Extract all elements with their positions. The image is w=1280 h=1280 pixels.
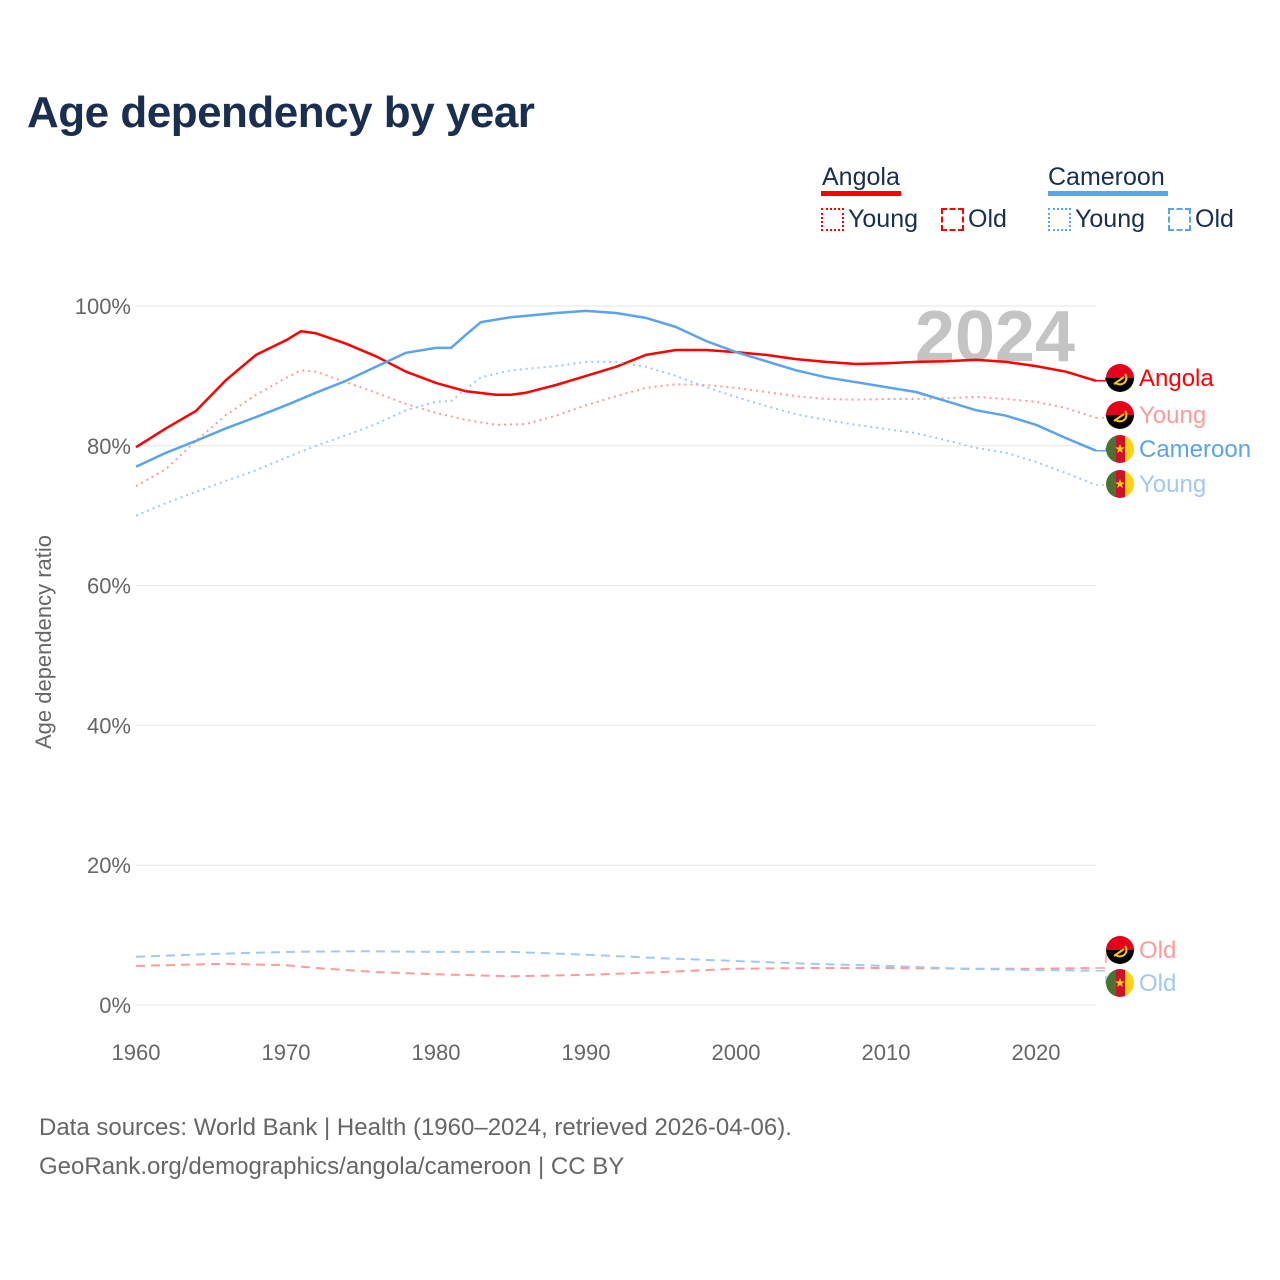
legend-label: Young [1075,205,1145,233]
series-line-cameroon[interactable] [135,309,1097,468]
legend-item-angola-young[interactable]: Young [821,205,918,234]
year-watermark: 2024 [915,297,1075,377]
series-line-cameroon-young[interactable] [135,360,1097,517]
series-line-cameroon-old[interactable] [135,950,1097,972]
end-label: Young [1139,402,1206,429]
source-note: Data sources: World Bank | Health (1960–… [39,1114,792,1141]
x-tick-label: 2010 [862,1040,911,1065]
legend-line-cameroon [1048,191,1168,196]
dotted-swatch-icon [821,208,844,231]
end-label: Young [1139,471,1206,498]
series-line-angola-old[interactable] [135,962,1097,978]
cameroon-flag-icon [1106,435,1134,463]
end-label: Old [1139,970,1176,997]
legend-label: Old [968,205,1007,233]
y-tick-label: 20% [87,853,131,878]
cameroon-flag-icon [1106,969,1134,997]
attribution-link[interactable]: GeoRank.org/demographics/angola/cameroon… [39,1153,625,1180]
legend-label: Old [1195,205,1234,233]
x-tick-label: 1970 [262,1040,311,1065]
x-tick-label: 1960 [112,1040,161,1065]
y-tick-label: 0% [99,993,131,1018]
x-tick-label: 1980 [412,1040,461,1065]
angola-flag-icon [1106,401,1134,429]
end-label: Cameroon [1139,436,1251,463]
series-line-angola-young[interactable] [135,369,1097,488]
footer: Data sources: World Bank | Health (1960–… [39,1108,792,1186]
y-tick-label: 60% [87,574,131,599]
legend-item-angola-old[interactable]: Old [941,205,1007,234]
cameroon-flag-icon [1106,470,1134,498]
end-label: Angola [1139,365,1214,392]
legend-group-cameroon[interactable]: Cameroon [1048,163,1165,191]
y-tick-label: 40% [87,713,131,738]
legend-label: Young [848,205,918,233]
series-line-angola[interactable] [135,329,1097,449]
dashed-swatch-icon [941,208,964,231]
y-axis-label: Age dependency ratio [31,535,56,749]
y-tick-label: 100% [75,294,131,319]
x-tick-label: 2000 [712,1040,761,1065]
legend-item-cameroon-young[interactable]: Young [1048,205,1145,234]
legend-item-cameroon-old[interactable]: Old [1168,205,1234,234]
end-label: Old [1139,937,1176,964]
legend-line-angola [821,191,901,196]
dotted-swatch-icon [1048,208,1071,231]
label-connector [1096,969,1112,984]
y-tick-label: 80% [87,434,131,459]
x-tick-label: 2020 [1012,1040,1061,1065]
angola-flag-icon [1106,364,1134,392]
angola-flag-icon [1106,936,1134,964]
dashed-swatch-icon [1168,208,1191,231]
chart-title: Age dependency by year [27,88,535,137]
x-tick-label: 1990 [562,1040,611,1065]
legend-group-angola[interactable]: Angola [822,163,900,191]
